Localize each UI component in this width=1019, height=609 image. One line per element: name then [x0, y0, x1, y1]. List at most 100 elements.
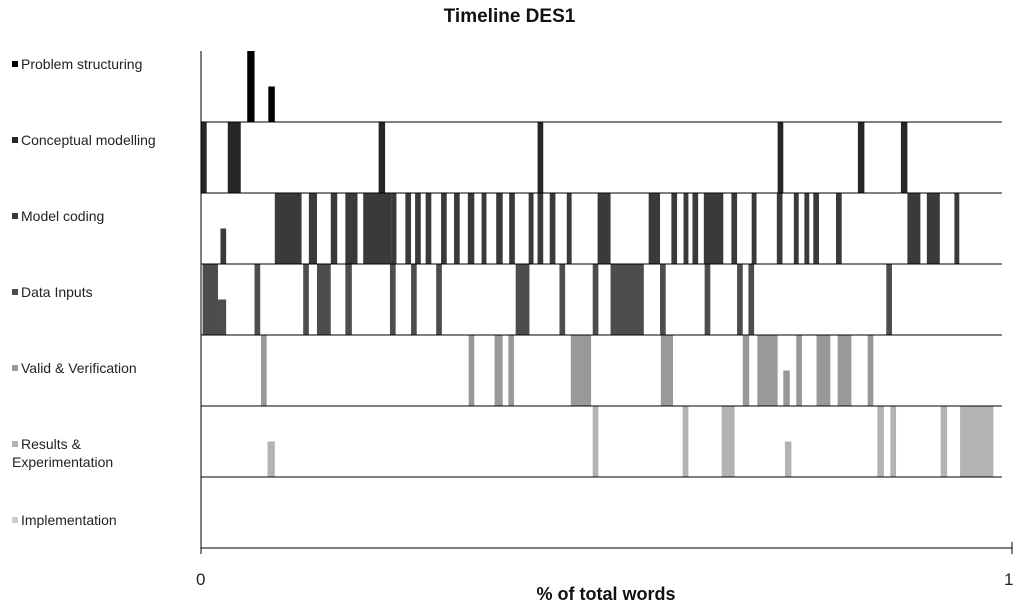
bar-4-3 [508, 335, 515, 406]
bar-2-23 [683, 193, 689, 264]
bar-4-11 [837, 335, 852, 406]
bar-2-33 [907, 193, 921, 264]
legend-label: Results & [21, 436, 81, 452]
bar-2-28 [776, 193, 783, 264]
bar-2-31 [813, 193, 819, 264]
bar-4-4 [570, 335, 592, 406]
bar-2-4 [345, 193, 358, 264]
bar-4-8 [783, 370, 790, 406]
legend-item: Valid & Verification [12, 359, 192, 377]
bar-2-5 [363, 193, 392, 264]
bar-5-0 [267, 441, 275, 477]
bar-2-3 [330, 193, 338, 264]
bar-1-0 [201, 122, 207, 193]
bar-2-19 [566, 193, 572, 264]
bar-2-29 [793, 193, 799, 264]
bar-3-9 [515, 264, 530, 335]
bar-3-1 [218, 299, 227, 335]
legend-item: Results & Experimentation [12, 435, 192, 471]
bar-2-30 [804, 193, 810, 264]
legend-label: Conceptual modelling [21, 132, 156, 148]
bar-2-9 [425, 193, 432, 264]
bar-2-21 [648, 193, 661, 264]
legend-swatch [12, 61, 18, 68]
bar-2-7 [405, 193, 412, 264]
bar-4-12 [867, 335, 874, 406]
bar-2-24 [692, 193, 699, 264]
bar-2-17 [537, 193, 544, 264]
bar-3-11 [592, 264, 599, 335]
legend-item: Conceptual modelling [12, 131, 192, 149]
bar-3-0 [202, 264, 219, 335]
bar-2-10 [441, 193, 447, 264]
bar-2-2 [308, 193, 317, 264]
x-tick-label-1: 1 [1004, 570, 1014, 589]
bar-2-34 [926, 193, 940, 264]
bar-4-0 [261, 335, 267, 406]
bar-5-3 [721, 406, 735, 477]
bar-4-10 [816, 335, 831, 406]
legend-label: Problem structuring [21, 56, 143, 72]
bar-3-14 [704, 264, 711, 335]
bar-1-5 [857, 122, 865, 193]
bar-3-12 [610, 264, 644, 335]
bar-3-2 [254, 264, 261, 335]
bar-3-13 [660, 264, 666, 335]
bar-2-18 [549, 193, 556, 264]
legend-label: Valid & Verification [21, 360, 137, 376]
bar-3-15 [737, 264, 743, 335]
bar-2-12 [467, 193, 475, 264]
bar-2-1 [274, 193, 302, 264]
legend-swatch [12, 137, 18, 144]
bar-1-6 [900, 122, 908, 193]
bar-3-10 [559, 264, 566, 335]
legend-label: Model coding [21, 208, 105, 224]
bar-2-20 [597, 193, 611, 264]
bar-4-2 [494, 335, 503, 406]
bar-3-6 [389, 264, 396, 335]
bar-2-11 [454, 193, 460, 264]
legend-swatch [12, 441, 18, 448]
bar-1-1 [227, 122, 241, 193]
bar-3-3 [303, 264, 309, 335]
legend-label: Experimentation [12, 454, 114, 470]
legend-label: Data Inputs [21, 284, 93, 300]
bar-5-5 [877, 406, 884, 477]
legend-swatch [12, 365, 18, 372]
x-tick-label-0: 0 [196, 570, 206, 589]
bar-2-32 [836, 193, 842, 264]
bar-2-8 [415, 193, 421, 264]
bar-5-1 [592, 406, 599, 477]
bar-2-13 [481, 193, 487, 264]
chart-title: Timeline DES1 [443, 6, 576, 27]
bar-0-0 [247, 51, 255, 122]
legend-swatch [12, 289, 18, 296]
bar-2-25 [703, 193, 724, 264]
bar-5-8 [960, 406, 994, 477]
x-axis-label: % of total words [536, 584, 676, 604]
bar-2-35 [954, 193, 960, 264]
bar-4-7 [757, 335, 778, 406]
bar-1-4 [777, 122, 784, 193]
bar-4-6 [742, 335, 750, 406]
bar-5-2 [682, 406, 689, 477]
bar-3-17 [886, 264, 892, 335]
bar-5-6 [890, 406, 897, 477]
bar-3-7 [411, 264, 417, 335]
bar-3-8 [436, 264, 442, 335]
bar-5-4 [784, 441, 792, 477]
bar-4-9 [796, 335, 802, 406]
bar-2-0 [220, 228, 227, 264]
legend-item: Implementation [12, 511, 192, 529]
bar-2-6 [391, 193, 397, 264]
bar-3-16 [748, 264, 755, 335]
legend-label: Implementation [21, 512, 117, 528]
legend-item: Model coding [12, 207, 192, 225]
legend-item: Problem structuring [12, 55, 192, 73]
bar-2-16 [528, 193, 534, 264]
legend-item: Data Inputs [12, 283, 192, 301]
bar-1-2 [378, 122, 386, 193]
bar-2-27 [751, 193, 757, 264]
bar-0-1 [268, 86, 275, 122]
